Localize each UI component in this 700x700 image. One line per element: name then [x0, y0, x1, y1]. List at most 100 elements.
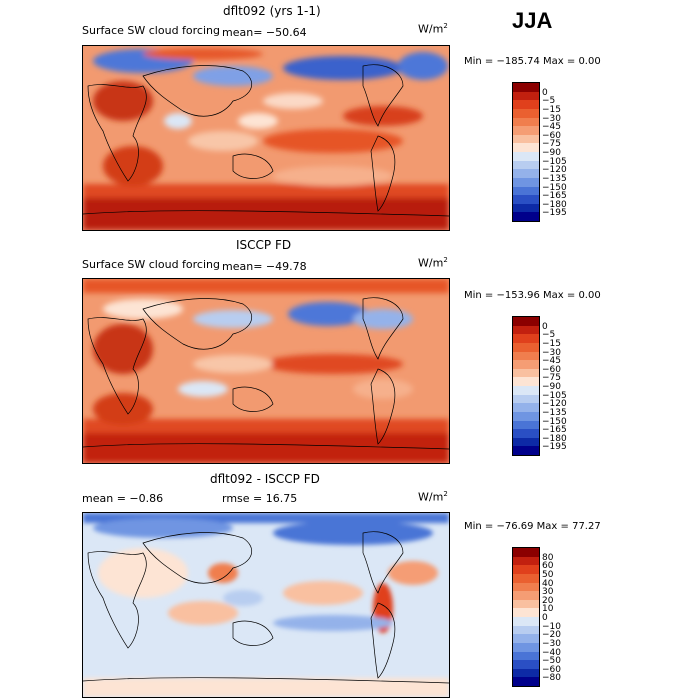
colorbar-swatch	[513, 642, 539, 652]
colorbar-tick-label: −90	[542, 148, 561, 158]
colorbar-swatch	[513, 437, 539, 447]
colorbar-swatch	[513, 134, 539, 144]
colorbar-tick-label: −195	[542, 208, 567, 219]
colorbar-swatch	[513, 203, 539, 213]
colorbar-swatch	[513, 126, 539, 135]
panel-1-title: dflt092 (yrs 1-1)	[223, 4, 321, 18]
colorbar-swatch	[513, 169, 539, 178]
colorbar-tick-label: 30	[542, 587, 554, 598]
panel-2-title: ISCCP FD	[236, 238, 292, 252]
colorbar-tick-label: −50	[542, 656, 561, 667]
colorbar-tick-label: −30	[542, 113, 561, 124]
colorbar-tick-label: 60	[542, 561, 554, 572]
colorbar-swatch	[513, 317, 539, 326]
colorbar-tick-label: −5	[542, 330, 556, 341]
panel-1-map	[82, 45, 450, 231]
colorbar-swatch	[513, 591, 539, 600]
panel-3-mean: mean = −0.86	[82, 492, 164, 505]
colorbar-swatch	[513, 617, 539, 626]
colorbar-swatch	[513, 360, 539, 369]
colorbar-swatch	[513, 403, 539, 412]
colorbar-swatch	[513, 599, 539, 609]
colorbar-tick-label: −75	[542, 373, 561, 384]
panel-1-colorbar	[512, 82, 540, 222]
colorbar-swatch	[513, 117, 539, 127]
colorbar-swatch	[513, 100, 539, 109]
colorbar-tick-label: −135	[542, 173, 567, 184]
colorbar-tick-label: 10	[542, 604, 554, 615]
colorbar-tick-label: 80	[542, 552, 554, 563]
colorbar-swatch	[513, 446, 539, 455]
panel-3-minmax: Min = −76.69 Max = 77.27	[464, 521, 601, 532]
colorbar-swatch	[513, 368, 539, 378]
panel-3-rmse: rmse = 16.75	[222, 492, 298, 505]
colorbar-swatch	[513, 651, 539, 661]
colorbar-swatch	[513, 212, 539, 221]
colorbar-swatch	[513, 394, 539, 404]
panel-1-mean: mean= −50.64	[222, 26, 307, 39]
panel-2-map	[82, 278, 450, 464]
colorbar-swatch	[513, 325, 539, 335]
colorbar-tick-label: −135	[542, 407, 567, 418]
panel-3-units: W/m2	[418, 490, 448, 504]
colorbar-swatch	[513, 565, 539, 574]
colorbar-tick-label: −60	[542, 130, 561, 141]
colorbar-swatch	[513, 152, 539, 161]
colorbar-swatch	[513, 386, 539, 395]
panel-2-mean: mean= −49.78	[222, 260, 307, 273]
colorbar-swatch	[513, 143, 539, 152]
colorbar-tick-label: −150	[542, 182, 567, 193]
colorbar-swatch	[513, 608, 539, 617]
colorbar-tick-label: −40	[542, 647, 561, 658]
colorbar-swatch	[513, 625, 539, 635]
colorbar-tick-label: −15	[542, 104, 561, 115]
panel-2-minmax: Min = −153.96 Max = 0.00	[464, 290, 601, 301]
colorbar-swatch	[513, 108, 539, 118]
colorbar-tick-label: −5	[542, 96, 556, 107]
colorbar-swatch	[513, 411, 539, 421]
colorbar-tick-label: −45	[542, 356, 561, 367]
colorbar-tick-label: −165	[542, 425, 567, 436]
colorbar-tick-label: −105	[542, 156, 567, 167]
colorbar-swatch	[513, 429, 539, 438]
colorbar-swatch	[513, 420, 539, 430]
colorbar-swatch	[513, 556, 539, 566]
panel-2-units: W/m2	[418, 256, 448, 270]
colorbar-swatch	[513, 351, 539, 361]
panel-3-map	[82, 512, 450, 698]
colorbar-swatch	[513, 160, 539, 170]
colorbar-tick-label: 0	[542, 321, 548, 332]
colorbar-tick-label: −105	[542, 390, 567, 401]
panel-2-field-label: Surface SW cloud forcing	[82, 258, 220, 271]
colorbar-tick-label: −15	[542, 338, 561, 349]
colorbar-swatch	[513, 195, 539, 204]
colorbar-swatch	[513, 342, 539, 352]
colorbar-tick-label: −10	[542, 621, 561, 632]
colorbar-tick-label: −30	[542, 347, 561, 358]
p1-band-south	[83, 194, 449, 230]
colorbar-swatch	[513, 668, 539, 678]
colorbar-tick-label: 20	[542, 595, 554, 606]
season-label: JJA	[512, 8, 553, 33]
colorbar-swatch	[513, 334, 539, 343]
colorbar-swatch	[513, 634, 539, 643]
colorbar-swatch	[513, 573, 539, 583]
panel-1-units: W/m2	[418, 22, 448, 36]
panel-1-minmax: Min = −185.74 Max = 0.00	[464, 56, 601, 67]
colorbar-swatch	[513, 582, 539, 592]
colorbar-tick-label: 40	[542, 578, 554, 589]
colorbar-swatch	[513, 660, 539, 669]
panel-1-field-label: Surface SW cloud forcing	[82, 24, 220, 37]
colorbar-tick-label: −60	[542, 664, 561, 675]
colorbar-swatch	[513, 377, 539, 386]
colorbar-swatch	[513, 177, 539, 187]
panel-3-colorbar	[512, 547, 540, 687]
colorbar-tick-label: −120	[542, 165, 567, 176]
colorbar-tick-label: 0	[542, 613, 548, 623]
colorbar-tick-label: −20	[542, 630, 561, 641]
colorbar-tick-label: −180	[542, 199, 567, 210]
colorbar-swatch	[513, 677, 539, 686]
colorbar-tick-label: −60	[542, 364, 561, 375]
colorbar-swatch	[513, 548, 539, 557]
colorbar-swatch	[513, 186, 539, 196]
